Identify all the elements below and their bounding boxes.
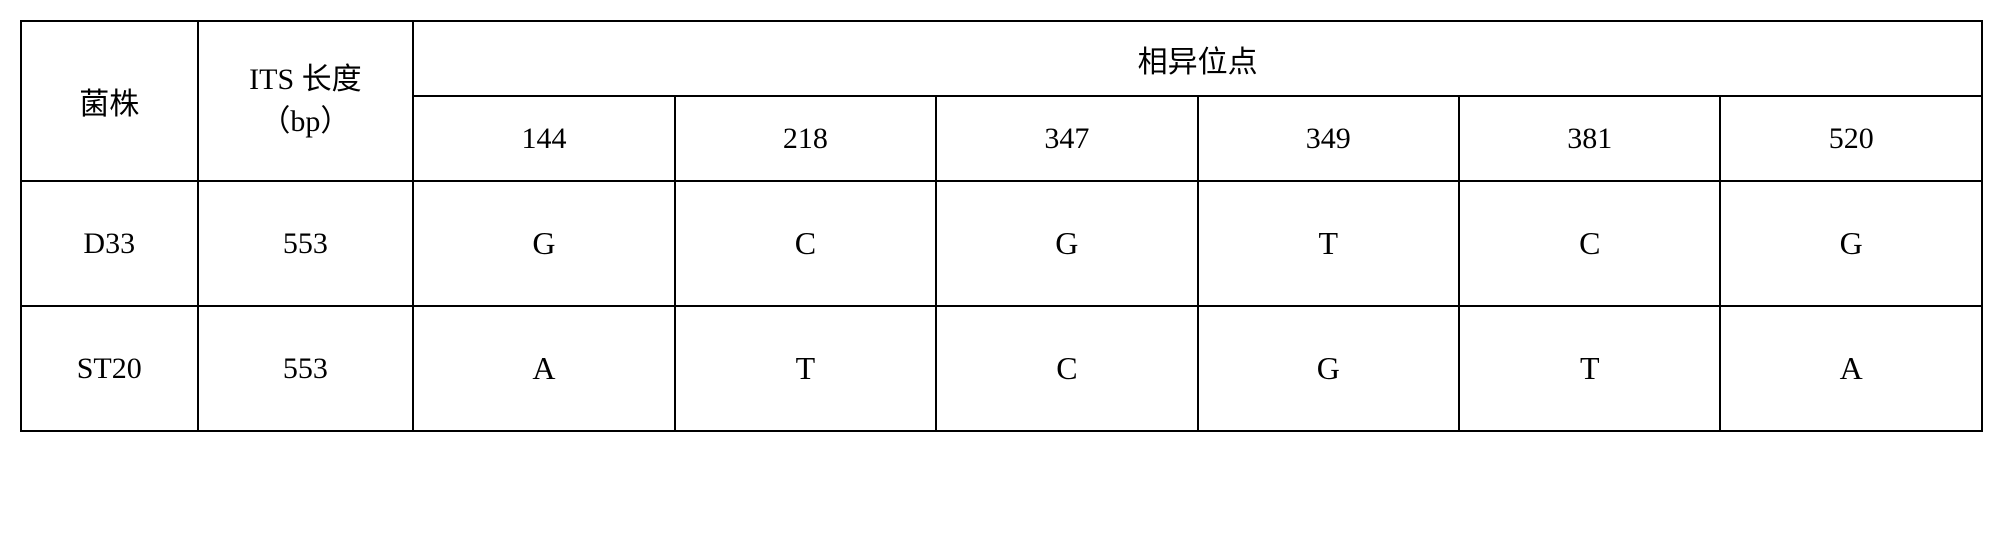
nucleotide-cell: G	[1198, 306, 1459, 431]
header-strain: 菌株	[21, 21, 198, 181]
strain-cell: ST20	[21, 306, 198, 431]
its-length-cell: 553	[198, 306, 414, 431]
nucleotide-cell: T	[1459, 306, 1720, 431]
position-cell: 349	[1198, 96, 1459, 181]
table-row: ST20 553 A T C G T A	[21, 306, 1982, 431]
position-cell: 144	[413, 96, 674, 181]
nucleotide-cell: G	[1720, 181, 1982, 306]
its-label-line1: ITS 长度	[249, 63, 362, 96]
nucleotide-cell: C	[675, 181, 936, 306]
header-its-length: ITS 长度 （bp）	[198, 21, 414, 181]
position-cell: 381	[1459, 96, 1720, 181]
position-cell: 520	[1720, 96, 1982, 181]
nucleotide-cell: T	[1198, 181, 1459, 306]
strain-cell: D33	[21, 181, 198, 306]
nucleotide-cell: A	[413, 306, 674, 431]
table-header-row-1: 菌株 ITS 长度 （bp） 相异位点	[21, 21, 1982, 96]
nucleotide-cell: G	[936, 181, 1197, 306]
position-cell: 347	[936, 96, 1197, 181]
its-length-cell: 553	[198, 181, 414, 306]
nucleotide-cell: C	[1459, 181, 1720, 306]
its-label-line2: （bp）	[260, 105, 350, 138]
nucleotide-cell: T	[675, 306, 936, 431]
position-cell: 218	[675, 96, 936, 181]
nucleotide-cell: C	[936, 306, 1197, 431]
variant-sites-table: 菌株 ITS 长度 （bp） 相异位点 144 218 347 349 381 …	[20, 20, 1983, 432]
table-row: D33 553 G C G T C G	[21, 181, 1982, 306]
nucleotide-cell: G	[413, 181, 674, 306]
nucleotide-cell: A	[1720, 306, 1982, 431]
header-variant-sites: 相异位点	[413, 21, 1982, 96]
